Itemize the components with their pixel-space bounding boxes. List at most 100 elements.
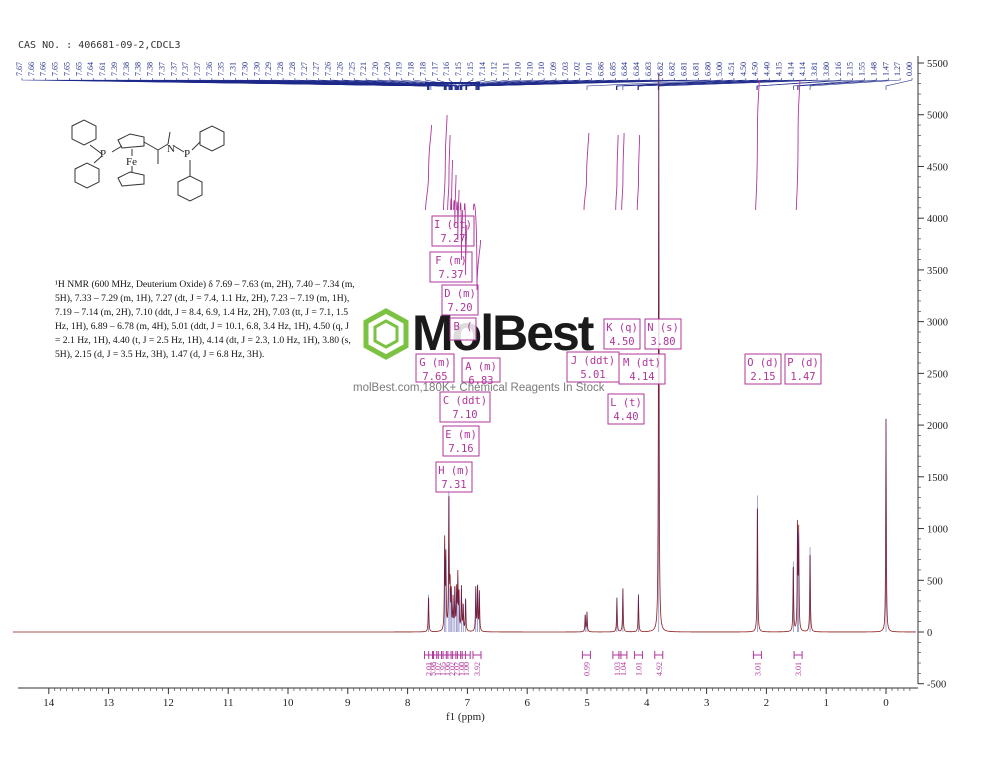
multiplet-value: 7.10: [452, 409, 477, 421]
multiplet-value: 5.01: [580, 369, 605, 381]
x-tick-label: 6: [524, 697, 530, 709]
integral-curve: [459, 202, 464, 261]
peak-connector: [797, 78, 889, 90]
peak-label: 7.12: [490, 62, 499, 76]
peak-label: 6.86: [596, 62, 605, 76]
peak-label: 4.14: [798, 62, 807, 76]
y-tick-label: 3000: [927, 318, 948, 329]
integral-curve: [463, 203, 468, 276]
integral-value: 1.95: [438, 662, 447, 676]
multiplet-label: E (m): [445, 429, 477, 441]
multiplet-value: 4.14: [629, 371, 654, 383]
y-tick-label: 0: [927, 628, 932, 639]
multiplet-box: [744, 353, 782, 385]
peak-label: 7.38: [122, 62, 131, 76]
peak-label: 7.27: [300, 62, 309, 76]
peak-label: 1.48: [869, 62, 878, 76]
integral-curve: [615, 134, 619, 211]
watermark-subtitle: molBest.com,180K+ Chemical Reagents In S…: [353, 382, 605, 394]
x-tick-label: 12: [163, 697, 174, 709]
multiplet-value: 4.40: [613, 411, 638, 423]
peak-label: 7.38: [146, 62, 155, 76]
peak-label: 7.03: [561, 62, 570, 76]
y-tick-label: 5500: [927, 59, 948, 70]
peak-connector: [793, 78, 865, 90]
peak-label: 7.20: [371, 62, 380, 76]
peak-label: 6.82: [656, 62, 665, 76]
peak-label: 7.20: [383, 62, 392, 76]
peak-connector: [638, 78, 806, 90]
peak-label: 6.81: [680, 62, 689, 76]
peak-label: 7.27: [312, 62, 321, 76]
multiplet-box: [461, 357, 501, 383]
integral-value: 2.02: [448, 662, 457, 676]
peak-label: 7.65: [74, 62, 83, 76]
peak-label: 7.10: [525, 62, 534, 76]
phosphorus-label-1: P: [100, 148, 106, 160]
peak-label: 6.80: [703, 62, 712, 76]
peak-label: 1.55: [858, 62, 867, 76]
phenyl-ring-2: [74, 162, 100, 189]
y-tick-label: 2000: [927, 421, 948, 432]
peak-label: 7.11: [502, 62, 511, 76]
peak-label: 7.16: [442, 62, 451, 76]
multiplet-label: P (d): [787, 357, 819, 369]
x-tick-label: 8: [405, 697, 411, 709]
x-tick-label: 14: [43, 697, 55, 709]
multiplet-value: 3.80: [650, 336, 675, 348]
peak-label: 4.51: [727, 62, 736, 76]
y-tick-label: 1000: [927, 525, 948, 536]
peak-label: 7.14: [478, 62, 487, 76]
peak-label: 7.26: [324, 62, 333, 76]
y-tick-label: 5000: [927, 111, 948, 122]
integral-value: 4.92: [655, 662, 664, 676]
peak-label: 7.37: [181, 62, 190, 76]
nitrogen-label: N: [167, 143, 175, 155]
peak-connector: [479, 78, 711, 90]
y-tick-label: -500: [927, 680, 946, 691]
peak-label: 7.28: [288, 62, 297, 76]
peak-label: 7.37: [169, 62, 178, 76]
multiplet-box: [429, 251, 473, 283]
peak-label: 6.82: [668, 62, 677, 76]
integral-value: 5.08: [429, 662, 438, 676]
peak-label: 7.18: [407, 62, 416, 76]
peak-label: 7.64: [86, 62, 95, 76]
multiplet-label: D (m): [444, 288, 476, 300]
multiplet-label: L (t): [610, 397, 642, 409]
integral-curve: [453, 174, 457, 226]
multiplet-label: H (m): [438, 465, 470, 477]
multiplet-label: K (q): [606, 322, 638, 334]
peak-label: 7.10: [537, 62, 546, 76]
peak-label: 6.84: [620, 62, 629, 76]
peak-connector: [460, 78, 509, 90]
integral-value: 3.01: [794, 662, 803, 676]
peak-label: 6.85: [608, 62, 617, 76]
peak-label: 7.65: [62, 62, 71, 76]
peak-connector: [389, 78, 456, 90]
peak-label: 7.66: [39, 62, 48, 76]
peak-label: 7.17: [430, 62, 439, 76]
molecule-structure: P Fe N P: [71, 119, 225, 202]
multiplet-label: G (m): [419, 357, 451, 369]
integral-value: 2.01: [425, 662, 434, 676]
peak-label: 7.65: [51, 62, 60, 76]
peak-label: 7.31: [229, 62, 238, 76]
x-tick-label: 1: [823, 697, 829, 709]
peak-label: 7.25: [347, 62, 356, 76]
peak-label: 4.50: [751, 62, 760, 76]
peak-label: 5.00: [715, 62, 724, 76]
integral-curve: [450, 159, 453, 211]
multiplet-label: M (dt): [623, 357, 661, 369]
multiplet-value: 6.83: [468, 375, 493, 387]
multiplet-value: 7.16: [448, 443, 473, 455]
multiplet-value: 7.27: [440, 233, 465, 245]
multiplet-label: B (: [454, 321, 473, 333]
y-tick-label: 3500: [927, 266, 948, 277]
peak-connector: [797, 78, 877, 90]
multiplet-value: 2.15: [750, 371, 775, 383]
y-tick-label: 2500: [927, 369, 948, 380]
peak-connector: [622, 78, 770, 90]
multiplet-box: [618, 353, 666, 385]
